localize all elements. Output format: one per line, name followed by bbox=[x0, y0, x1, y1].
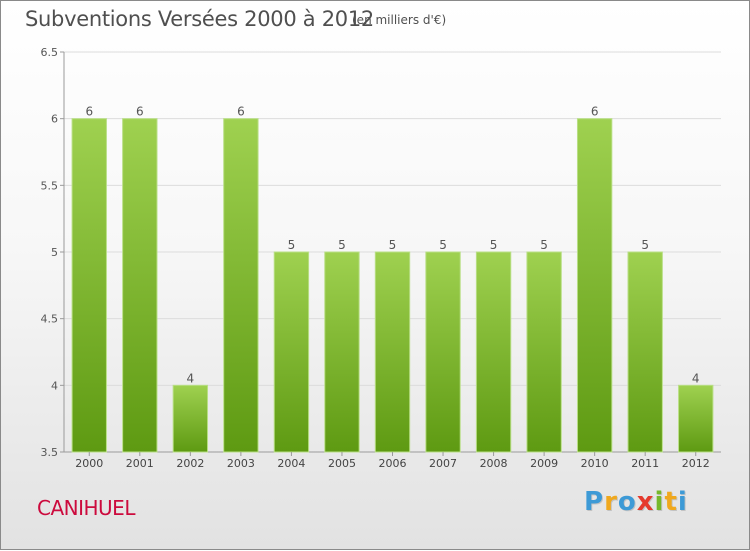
data-label-2010: 6 bbox=[591, 105, 599, 119]
x-tick-label-2008: 2008 bbox=[480, 457, 508, 470]
x-tick-label-2005: 2005 bbox=[328, 457, 356, 470]
bar-2010 bbox=[576, 118, 613, 453]
data-label-2006: 5 bbox=[389, 238, 397, 252]
data-label-2005: 5 bbox=[338, 238, 346, 252]
y-tick-label: 5.5 bbox=[41, 179, 59, 192]
x-tick-label-2007: 2007 bbox=[429, 457, 457, 470]
y-tick-label: 4.5 bbox=[41, 313, 59, 326]
bar-2002 bbox=[172, 384, 209, 453]
logo-letter: i bbox=[677, 487, 688, 517]
y-tick-label: 5 bbox=[51, 246, 58, 259]
bar-2004 bbox=[273, 251, 310, 453]
bar-2006 bbox=[374, 251, 411, 453]
x-tick-label-2012: 2012 bbox=[682, 457, 710, 470]
logo-letter: t bbox=[664, 487, 678, 517]
bar-2001 bbox=[122, 118, 158, 453]
x-tick-label-2000: 2000 bbox=[75, 457, 103, 470]
bar-2000 bbox=[71, 118, 107, 453]
y-tick-label: 3.5 bbox=[41, 446, 59, 459]
data-label-2008: 5 bbox=[490, 238, 498, 252]
x-tick-label-2002: 2002 bbox=[176, 457, 204, 470]
x-tick-label-2009: 2009 bbox=[530, 457, 558, 470]
proxiti-logo[interactable]: Proxiti bbox=[584, 487, 688, 517]
bar-2003 bbox=[223, 118, 259, 453]
data-label-2003: 6 bbox=[237, 105, 245, 119]
data-label-2000: 6 bbox=[85, 105, 93, 119]
logo-letter: i bbox=[654, 487, 665, 517]
data-label-2004: 5 bbox=[288, 238, 296, 252]
logo-letter: x bbox=[636, 487, 655, 517]
data-label-2009: 5 bbox=[540, 238, 548, 252]
bar-2007 bbox=[425, 251, 461, 453]
bar-2009 bbox=[526, 251, 562, 453]
data-label-2001: 6 bbox=[136, 105, 144, 119]
town-name: CANIHUEL bbox=[37, 496, 135, 520]
data-label-2002: 4 bbox=[187, 371, 195, 385]
bar-2008 bbox=[475, 251, 512, 453]
logo-letter: r bbox=[604, 487, 618, 517]
bar-2012 bbox=[678, 384, 714, 453]
x-tick-label-2003: 2003 bbox=[227, 457, 255, 470]
x-tick-label-2006: 2006 bbox=[379, 457, 407, 470]
x-tick-label-2010: 2010 bbox=[581, 457, 609, 470]
chart-title: Subventions Versées 2000 à 2012 bbox=[25, 7, 374, 31]
x-tick-label-2004: 2004 bbox=[277, 457, 305, 470]
x-tick-label-2011: 2011 bbox=[631, 457, 659, 470]
chart-subtitle: (en milliers d'€) bbox=[352, 13, 447, 27]
bar-2005 bbox=[324, 251, 360, 453]
logo-letter: o bbox=[617, 487, 637, 517]
data-label-2012: 4 bbox=[692, 371, 700, 385]
y-tick-label: 4 bbox=[51, 379, 58, 392]
data-label-2007: 5 bbox=[439, 238, 447, 252]
logo-letter: P bbox=[584, 487, 605, 517]
data-label-2011: 5 bbox=[641, 238, 649, 252]
y-tick-label: 6 bbox=[51, 113, 58, 126]
y-tick-label: 6.5 bbox=[41, 46, 59, 59]
bar-2011 bbox=[627, 251, 663, 453]
x-tick-label-2001: 2001 bbox=[126, 457, 154, 470]
